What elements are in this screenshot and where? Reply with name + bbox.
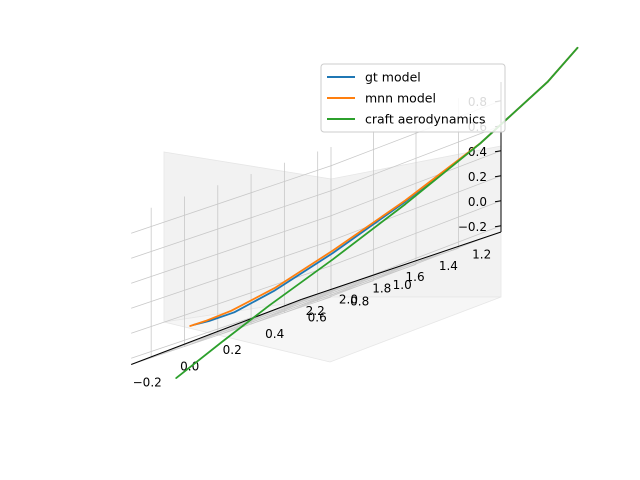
z-tick-mark (494, 225, 502, 228)
y-tick-label: 2.2 (306, 304, 325, 318)
pane-floor (163, 296, 502, 363)
legend-frame (320, 63, 506, 133)
grid-line-z (131, 175, 502, 309)
legend: gt model mnn model craft aerodynamics (320, 63, 506, 133)
grid-line-z (131, 225, 502, 359)
y-tick-label: 1.2 (472, 248, 491, 262)
pane-back-left (163, 151, 332, 323)
grid-line-x (131, 296, 332, 365)
z-tick-mark (494, 200, 502, 203)
y-tick-label: 1.4 (439, 259, 458, 273)
z-tick-label: 0.0 (468, 195, 487, 209)
x-tick-label: 1.0 (393, 278, 412, 292)
legend-label: mnn model (365, 91, 436, 106)
x-tick-label: 0.4 (265, 327, 284, 341)
series-line-2 (175, 46, 579, 380)
grid-line-x (173, 280, 374, 349)
y-tick-label: 2.0 (339, 293, 358, 307)
grid-line-y (317, 236, 488, 302)
grid-line-y (250, 258, 422, 325)
z-tick-mark (494, 150, 502, 153)
grid-line-x (258, 247, 459, 317)
grid-line-z (131, 200, 502, 334)
x-tick-label: 0.8 (350, 294, 369, 308)
grid-line-z (131, 125, 502, 259)
legend-label: gt model (365, 70, 421, 85)
x-tick-label: −0.2 (133, 376, 162, 390)
x-tick-label: 0.2 (223, 343, 242, 357)
y-tick-label: 1.6 (406, 270, 425, 284)
grid-line-y (284, 247, 455, 314)
z-tick-label: −0.2 (458, 220, 487, 234)
y-tick-label: 1.8 (372, 281, 391, 295)
x-axis-line (131, 299, 302, 365)
x-tick-label: 0.6 (308, 311, 327, 325)
legend-label: craft aerodynamics (365, 112, 486, 127)
z-tick-mark (494, 175, 502, 178)
series-lines (175, 46, 579, 380)
y-axis-line (301, 231, 502, 300)
z-tick-label: 0.2 (468, 170, 487, 184)
